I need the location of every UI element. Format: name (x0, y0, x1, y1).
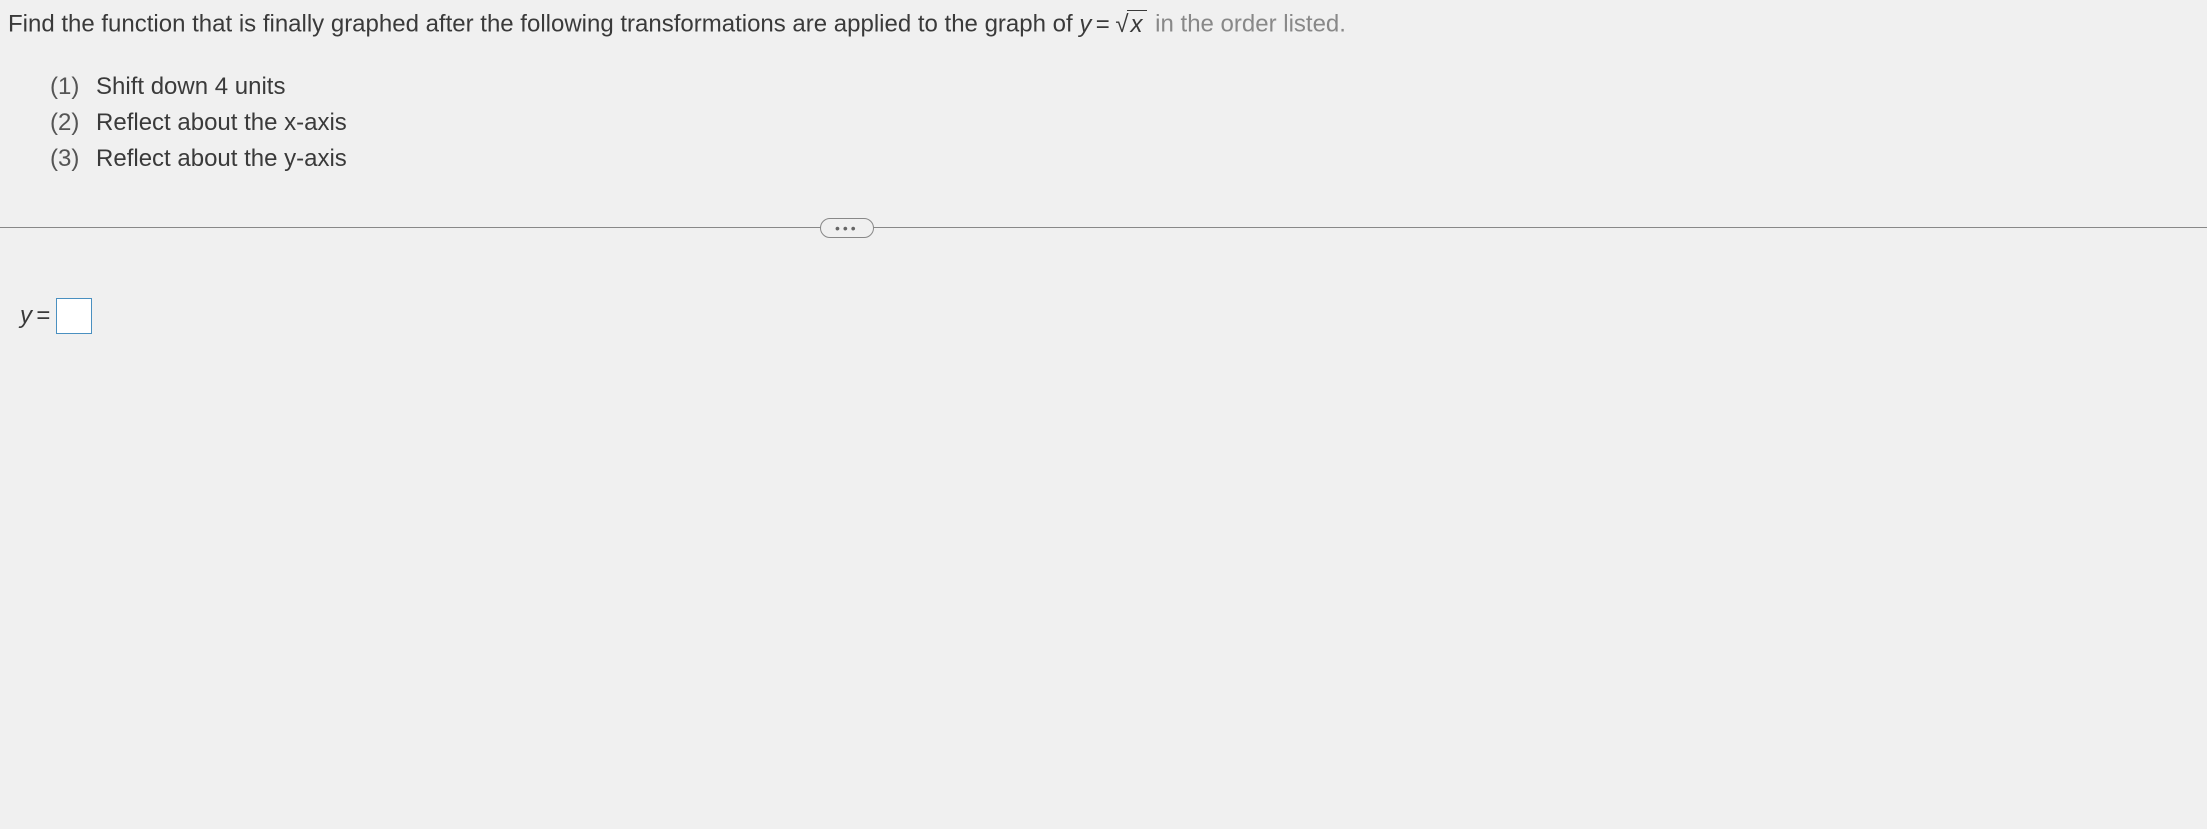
item-number: (2) (50, 109, 79, 136)
answer-input[interactable] (56, 298, 92, 334)
item-text: Shift down 4 units (96, 73, 285, 100)
expand-button[interactable]: ••• (820, 218, 874, 238)
sqrt-expression: √ x (1115, 10, 1146, 39)
divider-line (0, 227, 2207, 228)
equation-equals: = (1095, 11, 1109, 39)
item-text: Reflect about the y-axis (96, 145, 347, 172)
transformations-list: (1) Shift down 4 units (2) Reflect about… (0, 59, 2207, 207)
question-prompt: Find the function that is finally graphe… (0, 10, 1354, 59)
list-item: (1) Shift down 4 units (50, 69, 2207, 105)
answer-lhs: y (20, 302, 32, 330)
section-divider: ••• (0, 227, 2207, 228)
item-number: (1) (50, 73, 79, 100)
equation-lhs: y (1079, 11, 1091, 39)
prompt-text-before: Find the function that is finally graphe… (8, 11, 1079, 38)
base-function-equation: y = √ x (1079, 10, 1148, 39)
sqrt-argument: x (1127, 10, 1147, 39)
list-item: (2) Reflect about the x-axis (50, 105, 2207, 141)
item-text: Reflect about the x-axis (96, 109, 347, 136)
prompt-text-after: in the order listed. (1155, 11, 1346, 38)
list-item: (3) Reflect about the y-axis (50, 141, 2207, 177)
answer-equals: = (36, 302, 50, 330)
answer-area: y = (0, 268, 2207, 334)
item-number: (3) (50, 145, 79, 172)
